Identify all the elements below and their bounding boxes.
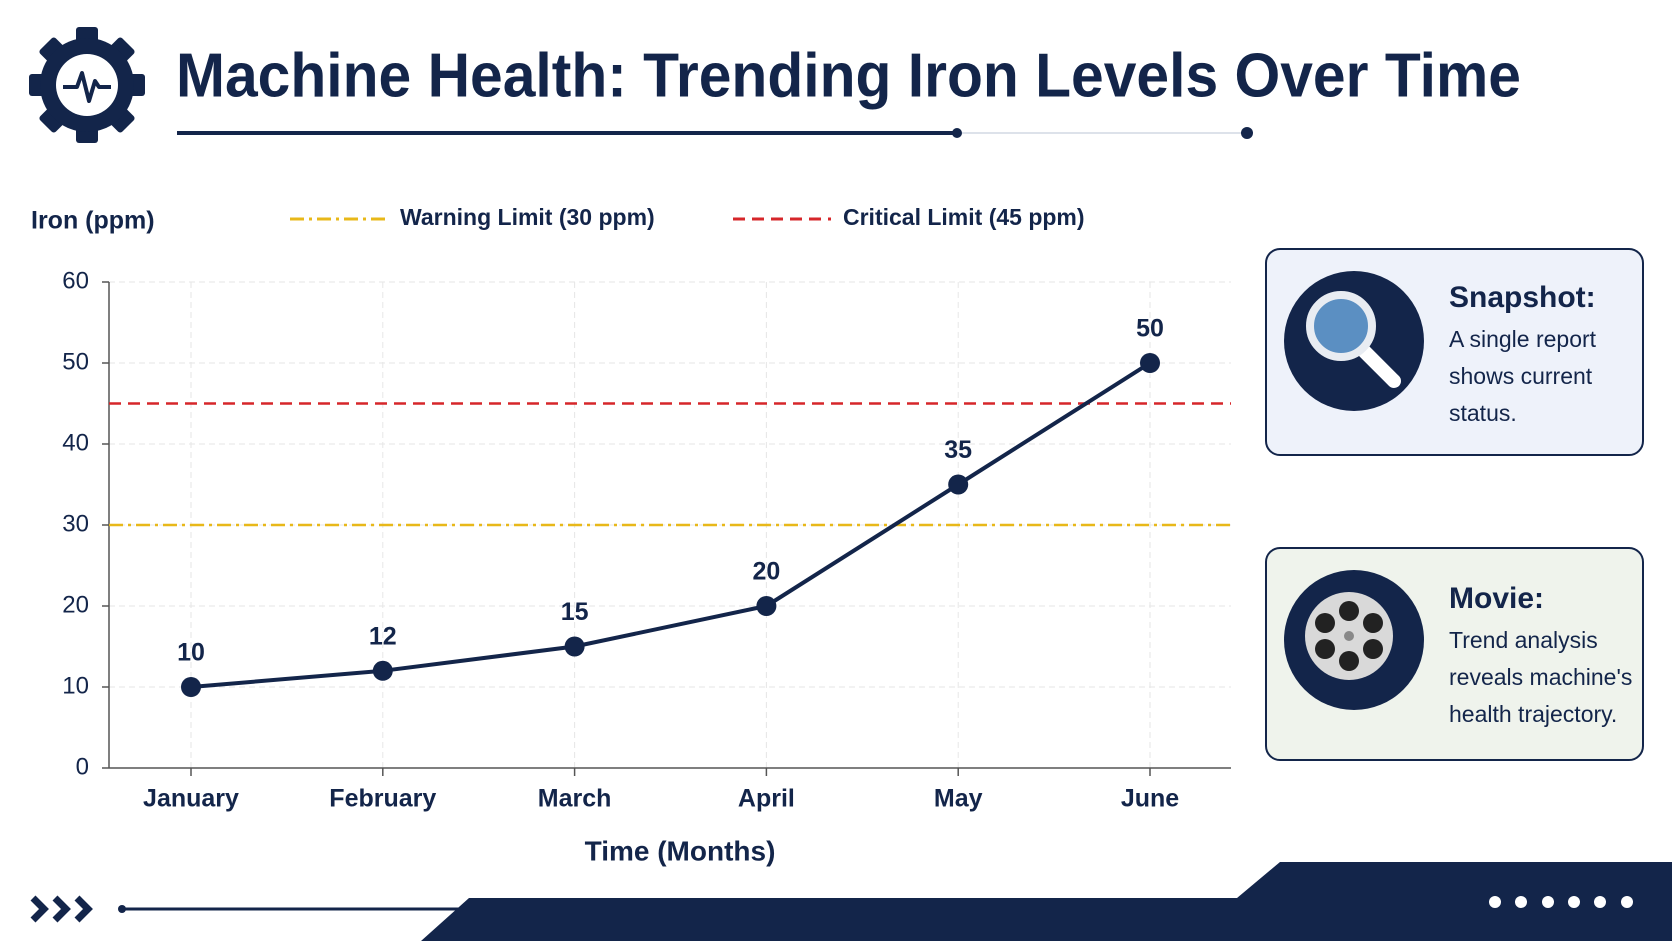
y-tick-label: 20 [62, 591, 89, 618]
y-tick-label: 50 [62, 348, 89, 375]
data-point [948, 474, 969, 495]
panel-title: Movie: [1449, 582, 1544, 615]
panel-text: health trajectory. [1449, 701, 1617, 727]
y-axis-title: Iron (ppm) [31, 207, 155, 235]
x-tick-label: February [329, 785, 436, 813]
data-label: 20 [752, 558, 780, 586]
data-point [564, 636, 585, 657]
y-tick-label: 30 [62, 510, 89, 537]
panel-text: status. [1449, 400, 1517, 426]
y-tick-label: 10 [62, 672, 89, 699]
panel-text: Trend analysis [1449, 627, 1598, 653]
panel-text: A single report [1449, 326, 1597, 352]
footer-dots [1489, 896, 1633, 908]
legend-label: Critical Limit (45 ppm) [843, 204, 1085, 230]
underline-dot [1241, 127, 1253, 139]
y-tick-label: 0 [76, 753, 89, 780]
footer-dot [118, 905, 126, 913]
data-label: 10 [177, 639, 205, 667]
data-label: 12 [369, 622, 397, 650]
data-point [181, 677, 201, 697]
film-reel-icon [1305, 592, 1393, 680]
y-tick-label: 40 [62, 429, 89, 456]
x-axis-title: Time (Months) [585, 835, 776, 866]
underline-dot [952, 128, 962, 138]
x-tick-label: March [538, 785, 612, 813]
panel-text: shows current [1449, 363, 1593, 389]
legend-label: Warning Limit (30 ppm) [400, 204, 655, 230]
data-label: 15 [561, 598, 589, 626]
x-tick-label: June [1121, 785, 1179, 813]
data-label: 35 [944, 436, 972, 464]
panel-text: reveals machine's [1449, 664, 1632, 690]
footer-chevrons [30, 895, 93, 923]
x-tick-label: May [934, 785, 983, 813]
magnifier-icon [1306, 291, 1401, 388]
data-label: 50 [1136, 315, 1164, 343]
x-tick-label: January [143, 785, 239, 813]
x-tick-label: April [738, 785, 795, 813]
data-point [756, 596, 777, 616]
data-point [372, 660, 393, 681]
gear-icon [29, 27, 145, 143]
y-tick-label: 60 [62, 267, 89, 294]
panel-title: Snapshot: [1449, 281, 1596, 314]
page-title: Machine Health: Trending Iron Levels Ove… [176, 41, 1521, 110]
series-line [190, 361, 1152, 689]
footer-band [421, 862, 1672, 941]
data-point [1140, 353, 1160, 373]
